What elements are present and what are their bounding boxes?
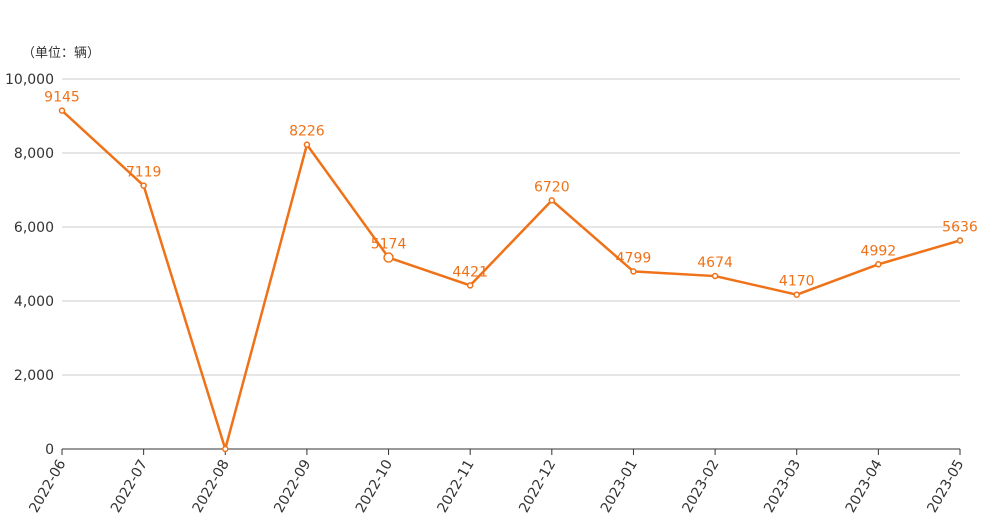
- data-point[interactable]: [383, 252, 394, 263]
- x-tick-label: 2023-05: [924, 457, 967, 516]
- data-label: 4421: [452, 264, 488, 280]
- x-tick-label: 2023-04: [843, 457, 886, 516]
- x-tick-label: 2022-07: [108, 457, 151, 516]
- data-point[interactable]: [140, 182, 147, 189]
- data-point[interactable]: [58, 107, 66, 114]
- data-point[interactable]: [466, 282, 474, 289]
- y-tick-label: 6,000: [14, 220, 54, 236]
- y-tick-label: 2,000: [14, 368, 54, 384]
- data-label: 7119: [126, 165, 162, 181]
- data-label: 6720: [534, 179, 570, 195]
- data-label: 4799: [616, 250, 652, 266]
- data-label: 4170: [779, 274, 815, 290]
- y-tick-label: 8,000: [14, 146, 54, 162]
- data-label: 5174: [371, 237, 407, 253]
- data-point[interactable]: [222, 445, 229, 453]
- y-tick-label: 10,000: [5, 72, 54, 88]
- series-points: [58, 107, 964, 453]
- x-tick-label: 2022-12: [516, 457, 559, 516]
- y-tick-label: 0: [45, 442, 54, 458]
- data-labels: 9145 7119 8226 5174 4421 6720 4799 4674 4170 4992…: [44, 90, 978, 290]
- data-point[interactable]: [793, 291, 800, 298]
- data-point[interactable]: [630, 268, 637, 275]
- series-line-group: [61, 109, 961, 451]
- x-tick-label: 2023-01: [598, 457, 641, 516]
- series-line: [61, 109, 961, 451]
- x-tick-label: 2023-03: [761, 457, 804, 516]
- data-label: 4992: [861, 243, 897, 259]
- data-label: 9145: [44, 90, 80, 106]
- data-point[interactable]: [548, 197, 556, 204]
- y-tick-label: 4,000: [14, 294, 54, 310]
- data-point[interactable]: [303, 141, 311, 148]
- unit-label: （单位：辆）: [22, 46, 100, 61]
- x-tick-label: 2022-06: [26, 457, 69, 516]
- x-tick-label: 2022-08: [190, 457, 233, 516]
- y-axis-ticks: 0 2,000 4,000 6,000 8,000 10,000: [5, 72, 54, 458]
- data-point[interactable]: [956, 237, 964, 244]
- x-tick-label: 2022-09: [271, 457, 314, 516]
- data-label: 4674: [697, 255, 733, 271]
- data-point[interactable]: [711, 272, 719, 280]
- data-point[interactable]: [875, 261, 882, 268]
- grid-lines: [62, 78, 960, 376]
- x-axis-ticks: 2022-06 2022-07 2022-08 2022-09 2022-10 2022-…: [26, 449, 967, 516]
- x-tick-label: 2023-02: [679, 457, 722, 516]
- data-label: 5636: [942, 219, 978, 235]
- x-tick-label: 2022-10: [353, 457, 396, 516]
- data-label: 8226: [289, 124, 325, 140]
- x-tick-label: 2022-11: [435, 457, 478, 516]
